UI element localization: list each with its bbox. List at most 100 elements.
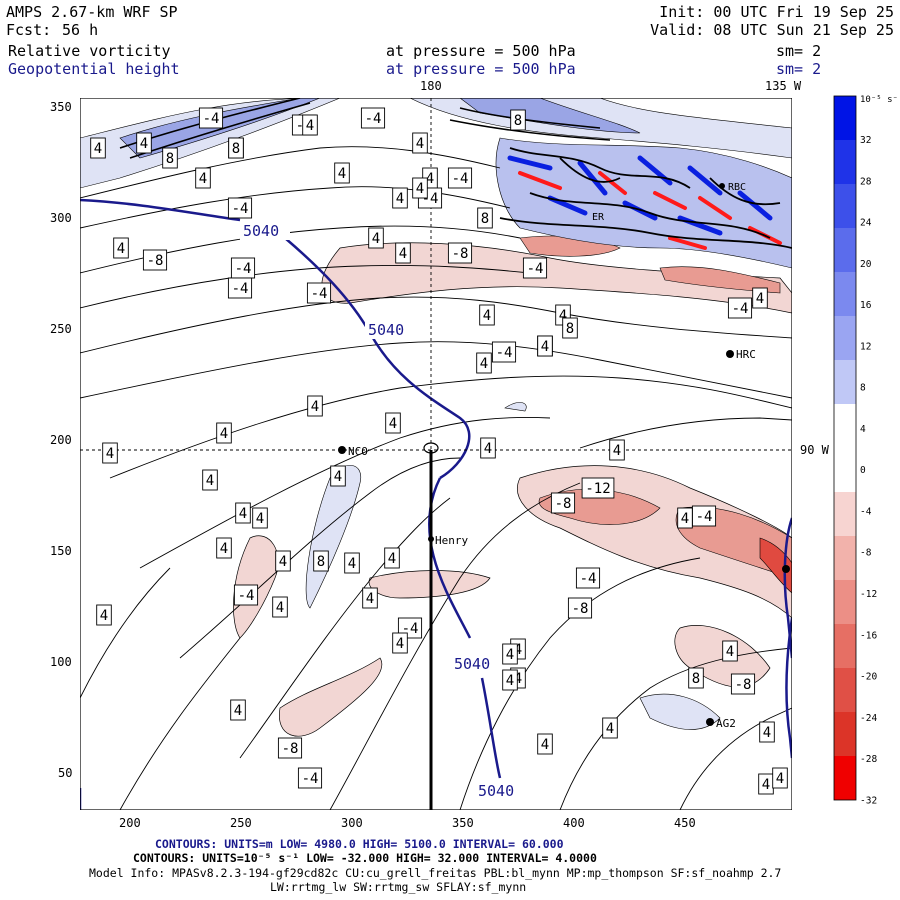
vorticity-label-68: 4 bbox=[502, 643, 518, 665]
svg-text:4: 4 bbox=[256, 511, 264, 527]
svg-text:-4: -4 bbox=[496, 345, 513, 361]
svg-text:-4: -4 bbox=[232, 201, 249, 217]
station-hrc-label: HRC bbox=[736, 348, 756, 361]
svg-text:-4: -4 bbox=[311, 286, 328, 302]
svg-text:4: 4 bbox=[234, 703, 242, 719]
colorbar-swatch-15 bbox=[834, 756, 856, 800]
svg-text:4: 4 bbox=[613, 443, 621, 459]
field-height: Geopotential height bbox=[8, 60, 180, 78]
vorticity-label-11: 8 bbox=[510, 109, 526, 131]
svg-text:8: 8 bbox=[481, 211, 489, 227]
vorticity-label-70: 4 bbox=[384, 547, 400, 569]
vorticity-contour-labels: 4-44-48448-4448444-44-444-8444-4-44-8-48… bbox=[90, 107, 788, 795]
svg-text:-8: -8 bbox=[555, 496, 572, 512]
vorticity-label-78: -8 bbox=[277, 737, 303, 759]
vorticity-label-64: -8 bbox=[567, 597, 593, 619]
vorticity-label-49: 4 bbox=[96, 604, 112, 626]
station-nco-marker bbox=[338, 446, 346, 454]
colorbar-swatch-10 bbox=[834, 536, 856, 580]
colorbar-label--20: -20 bbox=[860, 672, 877, 683]
svg-text:-4: -4 bbox=[365, 111, 382, 127]
lat-label-90w: 90 W bbox=[800, 443, 829, 457]
model-info: Model Info: MPASv8.2.3-194-gf29cd82c CU:… bbox=[89, 866, 782, 880]
station-er-label: ER bbox=[592, 212, 605, 223]
vorticity-label-13: 4 bbox=[334, 162, 350, 184]
vorticity-label-58: 4 bbox=[537, 733, 553, 755]
vorticity-label-16: 4 bbox=[412, 177, 428, 199]
vorticity-label-1: -4 bbox=[198, 107, 224, 129]
svg-text:8: 8 bbox=[232, 141, 240, 157]
vorticity-label-4: 8 bbox=[162, 147, 178, 169]
lon-label-180: 180 bbox=[420, 79, 442, 93]
svg-text:4: 4 bbox=[389, 416, 397, 432]
colorbar-label--24: -24 bbox=[860, 713, 877, 724]
valid-time: Valid: 08 UTC Sun 21 Sep 25 bbox=[650, 21, 894, 39]
vorticity-label-37: -8 bbox=[550, 492, 576, 514]
vorticity-label-19: 4 bbox=[395, 242, 411, 264]
vorticity-label-75: -4 bbox=[297, 767, 323, 789]
vorticity-label-38: -12 bbox=[581, 477, 615, 499]
svg-text:4: 4 bbox=[426, 171, 434, 187]
lon-label-135w: 135 W bbox=[765, 79, 802, 93]
svg-text:4: 4 bbox=[514, 671, 522, 687]
svg-text:8: 8 bbox=[566, 321, 574, 337]
forecast-hours: 56 h bbox=[62, 21, 99, 39]
colorbar-label--32: -32 bbox=[860, 795, 877, 806]
colorbar-label-16: 16 bbox=[860, 300, 872, 311]
svg-text:4: 4 bbox=[606, 721, 614, 737]
smoothing-vorticity: sm= 2 bbox=[776, 42, 822, 60]
y-tick-50: 50 bbox=[58, 766, 73, 780]
colorbar-label-0: 0 bbox=[860, 465, 866, 476]
svg-text:-4: -4 bbox=[235, 261, 252, 277]
svg-text:-4: -4 bbox=[732, 301, 749, 317]
svg-text:4: 4 bbox=[541, 339, 549, 355]
svg-text:4: 4 bbox=[279, 554, 287, 570]
colorbar-label-4: 4 bbox=[860, 424, 866, 435]
svg-text:-4: -4 bbox=[302, 771, 319, 787]
colorbar-label--16: -16 bbox=[860, 630, 877, 641]
svg-text:4: 4 bbox=[100, 608, 108, 624]
vorticity-label-50: -4 bbox=[575, 567, 601, 589]
vorticity-label-73: 4 bbox=[202, 469, 218, 491]
vorticity-label-44: -4 bbox=[233, 584, 259, 606]
pressure-vorticity: at pressure = 500 hPa bbox=[386, 42, 576, 60]
vorticity-label-30: -4 bbox=[227, 197, 253, 219]
svg-text:-4: -4 bbox=[580, 571, 597, 587]
vorticity-label-39: 4 bbox=[609, 439, 625, 461]
svg-text:4: 4 bbox=[762, 777, 770, 793]
colorbar-swatch-0 bbox=[834, 96, 856, 140]
vorticity-label-66: -4 bbox=[727, 297, 753, 319]
vorticity-label-52: 8 bbox=[688, 667, 704, 689]
y-tick-350: 350 bbox=[50, 100, 72, 114]
vorticity-label-40: -4 bbox=[691, 505, 717, 527]
svg-text:4: 4 bbox=[681, 511, 689, 527]
pressure-height: at pressure = 500 hPa bbox=[386, 60, 576, 78]
svg-text:4: 4 bbox=[763, 725, 771, 741]
svg-text:-8: -8 bbox=[147, 253, 164, 269]
station-ag2-label: AG2 bbox=[716, 717, 736, 730]
vorticity-label-34: 4 bbox=[307, 395, 323, 417]
y-tick-100: 100 bbox=[50, 655, 72, 669]
vorticity-label-62: -4 bbox=[491, 341, 517, 363]
svg-text:4: 4 bbox=[334, 469, 342, 485]
vorticity-label-21: 4 bbox=[479, 304, 495, 326]
model-info-physics: LW:rrtmg_lw SW:rrtmg_sw SFLAY:sf_mynn bbox=[270, 880, 527, 894]
svg-text:4: 4 bbox=[199, 171, 207, 187]
contours-height-info: CONTOURS: UNITS=m LOW= 4980.0 HIGH= 5100… bbox=[155, 837, 564, 851]
y-tick-150: 150 bbox=[50, 544, 72, 558]
vorticity-label-45: 8 bbox=[313, 550, 329, 572]
vorticity-label-46: 4 bbox=[344, 552, 360, 574]
crosshair-center-marker bbox=[423, 442, 439, 454]
svg-text:-4: -4 bbox=[696, 509, 713, 525]
svg-text:4: 4 bbox=[220, 426, 228, 442]
vorticity-label-9: 4 bbox=[302, 114, 318, 136]
svg-text:4: 4 bbox=[348, 556, 356, 572]
station-rbc-marker bbox=[719, 183, 725, 189]
vorticity-label-76: 4 bbox=[102, 442, 118, 464]
vorticity-label-24: -4 bbox=[306, 282, 332, 304]
vorticity-map[interactable]: NCO Henry HRC AG2 RBC ER 5040 5040 5040 … bbox=[80, 98, 792, 810]
svg-text:4: 4 bbox=[776, 771, 784, 787]
vorticity-label-2: 4 bbox=[136, 132, 152, 154]
convective-vorticity-cluster bbox=[495, 137, 792, 269]
vorticity-label-36: 4 bbox=[330, 465, 346, 487]
